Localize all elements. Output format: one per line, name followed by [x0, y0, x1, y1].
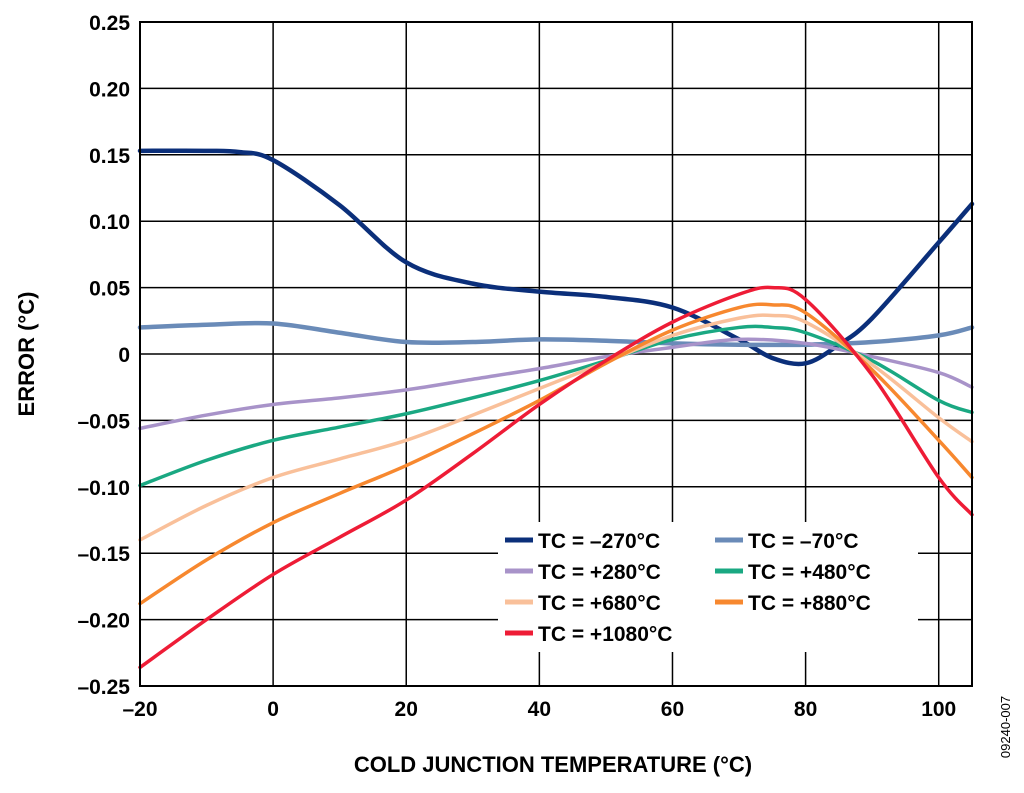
- y-tick-label: 0.25: [89, 12, 130, 35]
- y-axis-label: ERROR (°C): [14, 292, 39, 417]
- legend: TC = –270°C TC = –70°C TC = +280°C TC = +48…: [498, 522, 918, 652]
- legend-label: TC = +480°C: [748, 561, 871, 584]
- series-line-1: [137, 320, 975, 348]
- x-tick-label: –20: [122, 698, 157, 721]
- y-tick-label: 0: [118, 344, 130, 367]
- x-tick-label: 60: [661, 698, 684, 721]
- figure-id: 09240-007: [998, 696, 1013, 758]
- legend-label: TC = –270°C: [538, 530, 660, 553]
- series-line-0: [137, 148, 975, 367]
- legend-label: TC = –70°C: [748, 530, 859, 553]
- x-tick-label: 100: [921, 698, 956, 721]
- x-tick-label: 0: [267, 698, 279, 721]
- y-tick-label: –0.10: [77, 477, 130, 500]
- legend-label: TC = +680°C: [538, 592, 661, 615]
- legend-label: TC = +1080°C: [538, 623, 672, 646]
- legend-label: TC = +880°C: [748, 592, 871, 615]
- y-tick-label: 0.10: [89, 211, 130, 234]
- series-line-2: [138, 337, 974, 431]
- x-tick-label: 40: [528, 698, 551, 721]
- y-tick-label: –0.05: [77, 410, 130, 433]
- legend-box: [498, 522, 918, 652]
- y-tick-label: 0.20: [89, 78, 130, 101]
- legend-label: TC = +280°C: [538, 561, 661, 584]
- y-tick-label: –0.20: [77, 610, 130, 633]
- y-tick-label: 0.05: [89, 278, 130, 301]
- y-tick-label: –0.25: [77, 676, 130, 699]
- x-tick-label: 80: [794, 698, 817, 721]
- tick-labels: –20 0 20 40 60 80 100 0.25 0.20 0.15 0.10 0.05 0 –0.0…: [77, 12, 956, 721]
- x-tick-label: 20: [395, 698, 418, 721]
- y-tick-label: 0.15: [89, 145, 130, 168]
- y-tick-label: –0.15: [77, 543, 130, 566]
- series-lines: [137, 148, 975, 670]
- plot-frame: [139, 21, 973, 687]
- series-line-6: [138, 285, 974, 670]
- x-axis-label: COLD JUNCTION TEMPERATURE (°C): [354, 752, 752, 777]
